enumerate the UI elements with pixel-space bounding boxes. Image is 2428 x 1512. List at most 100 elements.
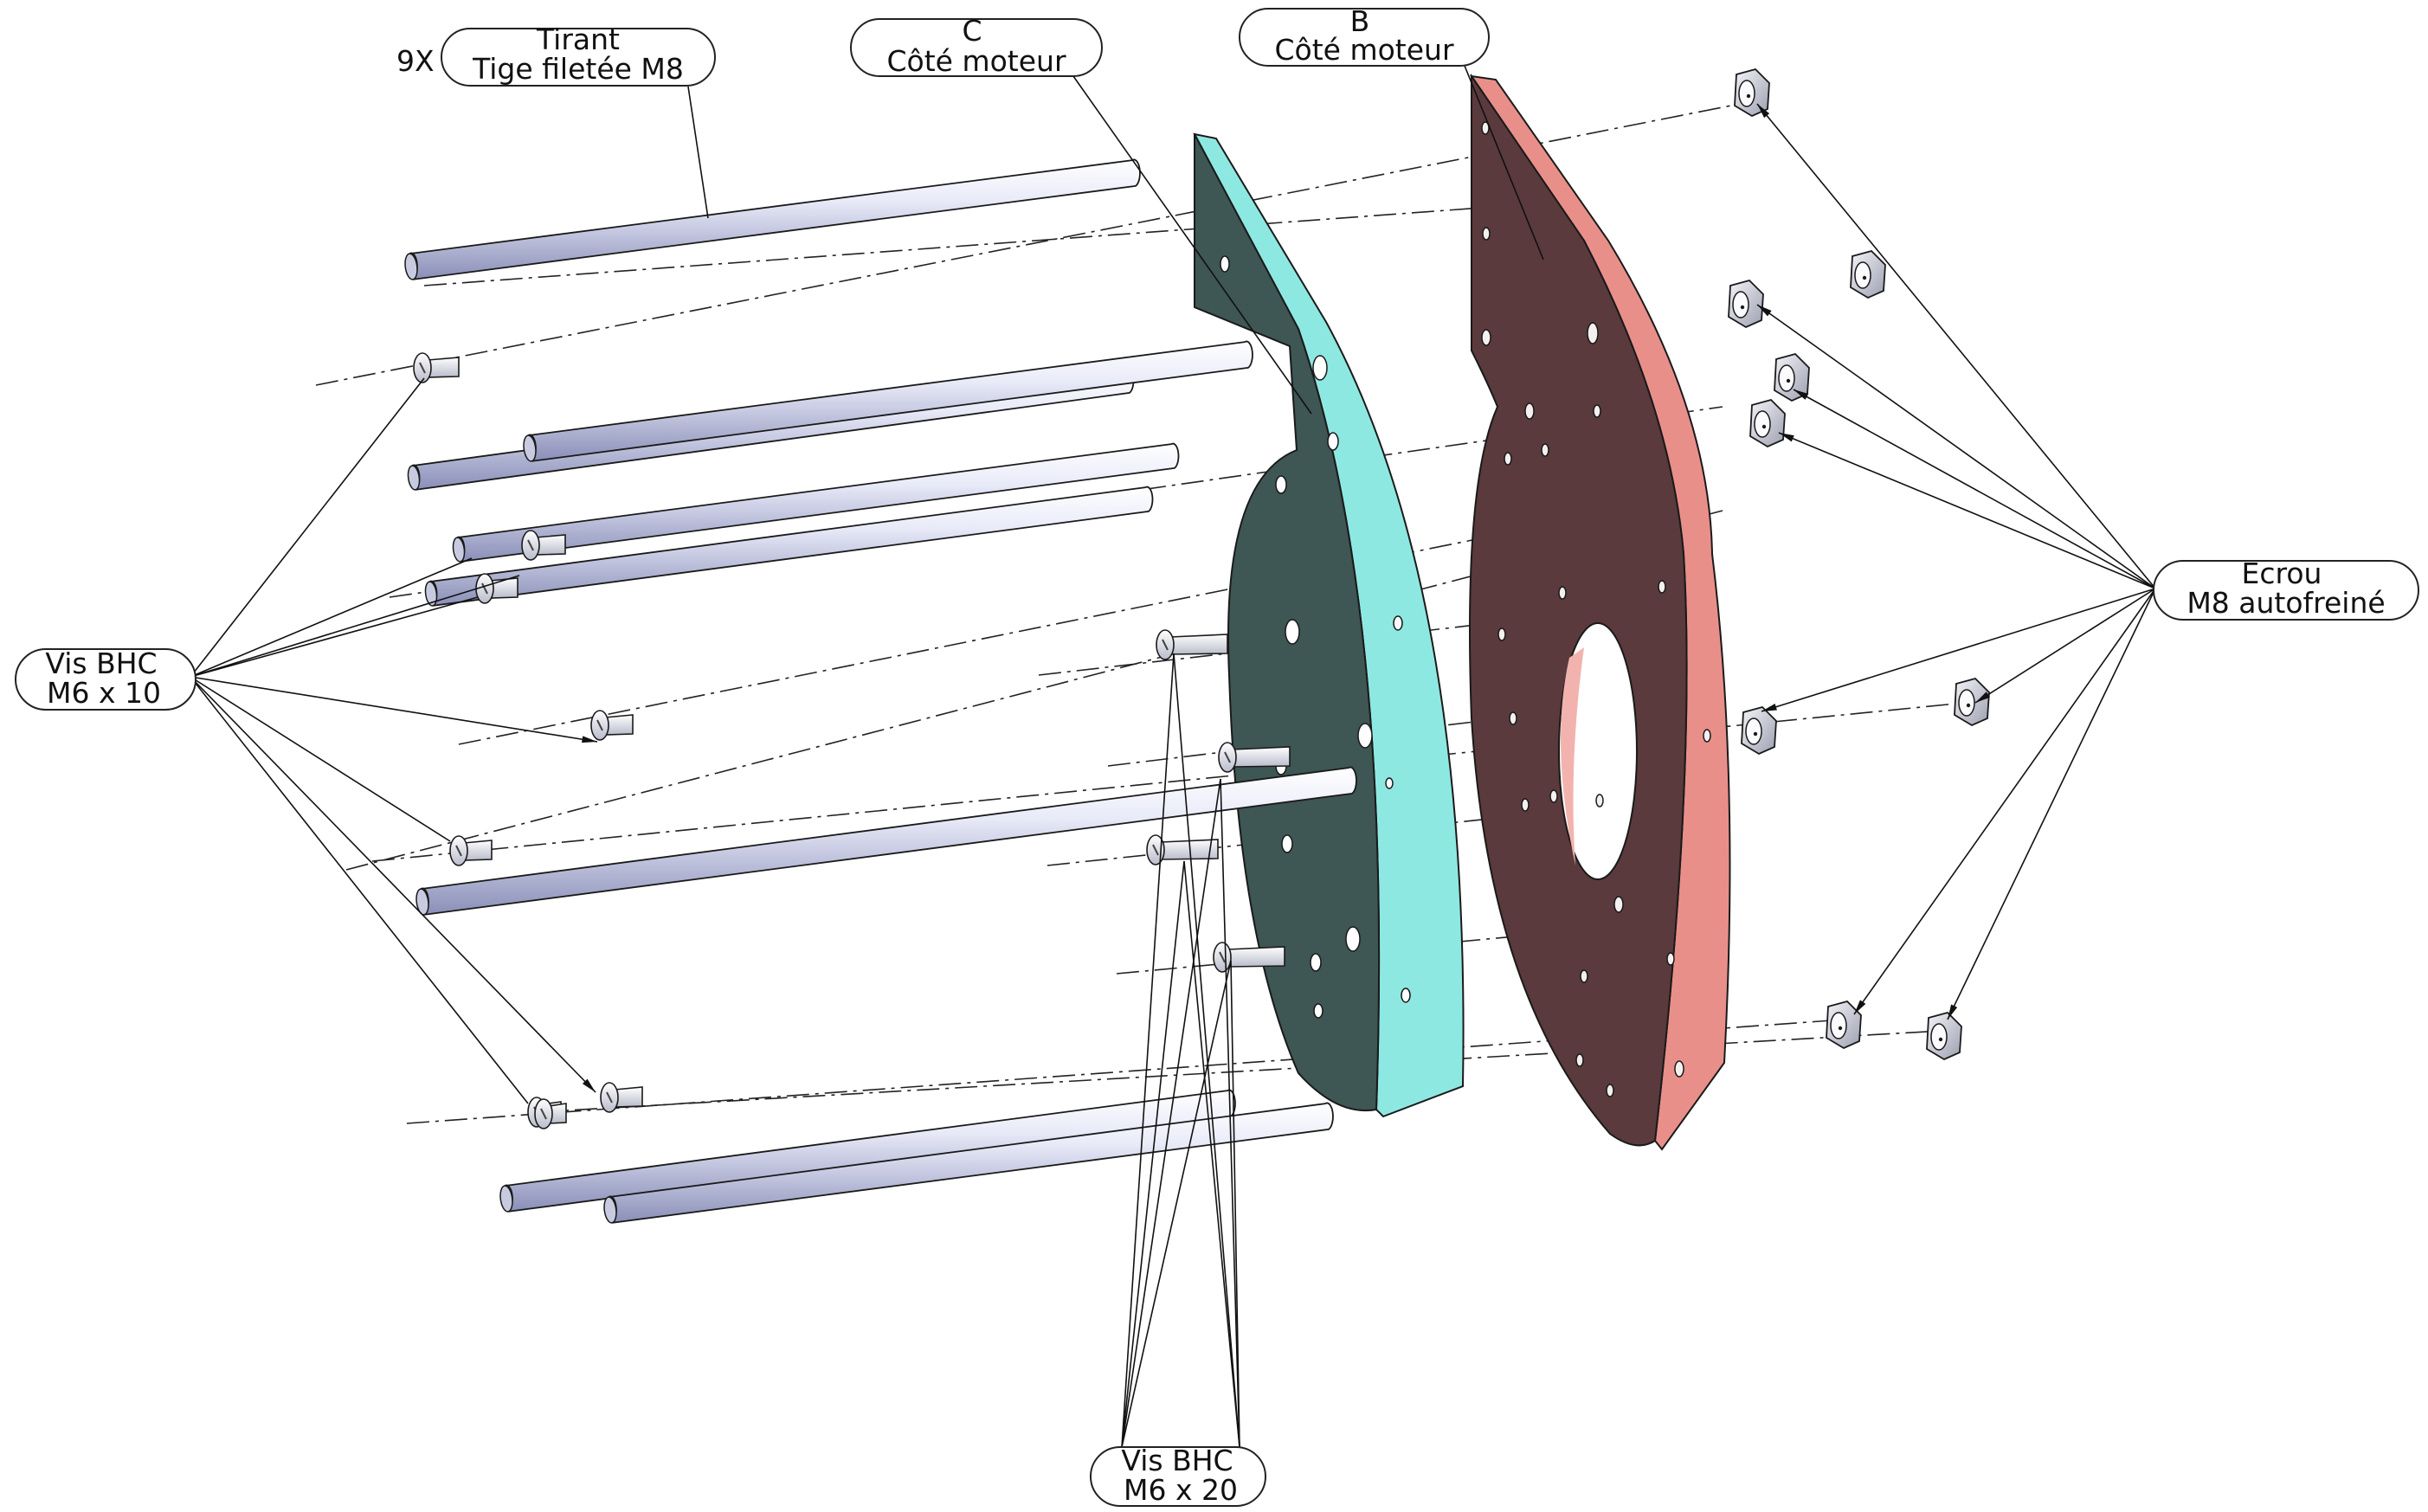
lock-nut <box>1826 1000 1862 1050</box>
screw-hex-socket <box>455 845 462 857</box>
nut-bore <box>1938 1037 1943 1042</box>
plate-b-hole <box>1558 586 1567 600</box>
rod-end <box>407 465 421 491</box>
leader-line <box>190 676 598 743</box>
nut-face <box>1830 1012 1847 1039</box>
plate-c <box>1193 132 1465 1118</box>
screw-m6x20 <box>1218 742 1291 773</box>
plate-b-hole <box>1524 402 1535 420</box>
leader-line <box>190 676 596 1093</box>
screw-hex-socket <box>419 362 426 374</box>
screw-hex-socket <box>1162 639 1169 651</box>
plate-c-hole <box>1393 615 1403 631</box>
threaded-rod <box>404 158 1141 280</box>
leader-line <box>1756 103 2156 589</box>
leader-arrowhead <box>582 736 597 743</box>
plate-b-hole <box>1481 121 1490 135</box>
callout-plate-b-line1: B <box>1350 4 1370 38</box>
plate-b-hole <box>1497 627 1506 641</box>
leader-arrowhead <box>1757 104 1770 119</box>
rod-end <box>404 253 418 280</box>
screw-hex-socket <box>1152 844 1159 856</box>
callout-plate-b: B Côté moteur <box>1239 4 1490 67</box>
plate-b-hole <box>1613 896 1624 913</box>
leader-line <box>1947 588 2156 1020</box>
nut-bore <box>1753 731 1758 737</box>
screw-m6x10 <box>534 1098 567 1129</box>
callout-plate-c: C Côté moteur <box>850 14 1103 78</box>
leader-line <box>190 676 529 1104</box>
callout-vis-m6x10-line1: Vis BHC <box>45 647 157 680</box>
rod-body <box>409 158 1141 280</box>
screw-m6x10 <box>600 1082 643 1113</box>
callout-ecrou-line2: M8 autofreiné <box>2186 586 2385 620</box>
lock-nut <box>1728 279 1764 329</box>
callout-vis-m6x20: Vis BHC M6 x 20 <box>1090 1444 1266 1507</box>
plate-b-hole <box>1703 729 1711 743</box>
lock-nut <box>1954 677 1990 727</box>
leader-line <box>1464 65 1544 261</box>
callout-tirant-line1: Tirant <box>536 23 620 56</box>
threaded-rod <box>499 1089 1236 1213</box>
plate-b-hole <box>1481 329 1491 346</box>
nut-face <box>1958 689 1975 717</box>
plate-c-hole <box>1281 834 1293 853</box>
plate-b-hole <box>1587 322 1599 344</box>
plate-b-hole <box>1541 443 1549 457</box>
screw-m6x10 <box>413 352 460 383</box>
threaded-rod <box>603 1102 1334 1224</box>
screw-shank <box>1232 746 1291 768</box>
plate-b-hole <box>1595 794 1604 807</box>
leader-arrowhead <box>1761 704 1777 711</box>
screw-shank <box>535 534 566 556</box>
threaded-rod <box>523 340 1253 462</box>
screw-m6x20 <box>1156 629 1228 660</box>
threaded-rod <box>415 766 1357 916</box>
callout-ecrou: Ecrou M8 autofreiné <box>2153 557 2419 621</box>
leader-arrowhead <box>1779 433 1794 442</box>
callout-plate-c-line1: C <box>962 14 982 48</box>
nut-bore <box>1838 1026 1843 1031</box>
leader-line <box>1761 588 2156 712</box>
callout-tirant-line2: Tige filetée M8 <box>472 52 684 86</box>
nut-bore <box>1966 703 1971 708</box>
rod-end <box>415 888 429 916</box>
callout-vis-m6x20-line1: Vis BHC <box>1121 1444 1233 1477</box>
plate-b-hole <box>1504 452 1512 466</box>
screw-shank <box>427 357 460 378</box>
nut-bore <box>1740 305 1745 310</box>
nut-face <box>1854 261 1871 289</box>
plate-c-hole <box>1310 953 1322 972</box>
leader-line <box>190 596 479 678</box>
callout-tirant-qty: 9X <box>396 44 435 78</box>
threaded-rod <box>424 486 1154 607</box>
callout-tirant: 9X Tirant Tige filetée M8 <box>396 23 716 87</box>
callout-plate-c-line2: Côté moteur <box>886 44 1066 78</box>
rod-end <box>452 537 466 563</box>
rod-end <box>523 434 537 462</box>
callout-vis-m6x10-line2: M6 x 10 <box>47 676 161 710</box>
plate-c-hole <box>1220 255 1230 273</box>
plate-b-hole <box>1482 227 1491 241</box>
leader-line <box>1173 653 1240 1448</box>
threaded-rod <box>452 442 1180 563</box>
screw-shank <box>463 840 493 861</box>
leader-line <box>1853 588 2156 1015</box>
plate-b-bore-wall <box>1561 647 1584 865</box>
leader-line <box>1974 588 2156 704</box>
plate-b-hole <box>1593 404 1601 418</box>
leader-line <box>1121 653 1175 1448</box>
leader-lines <box>190 65 2156 1448</box>
screw-shank <box>614 1086 643 1108</box>
plate-c-hole <box>1312 355 1328 381</box>
plate-b-hole <box>1549 789 1558 803</box>
screw-shank <box>1227 946 1285 968</box>
plate-b-hole <box>1575 1053 1584 1067</box>
callouts: 9X Tirant Tige filetée M8 C Côté moteur … <box>15 4 2419 1507</box>
leader-line <box>1220 778 1240 1448</box>
screw-hex-socket <box>481 582 488 595</box>
screws <box>413 352 1291 1129</box>
callout-vis-m6x10: Vis BHC M6 x 10 <box>15 647 196 711</box>
nut-face <box>1738 80 1755 107</box>
